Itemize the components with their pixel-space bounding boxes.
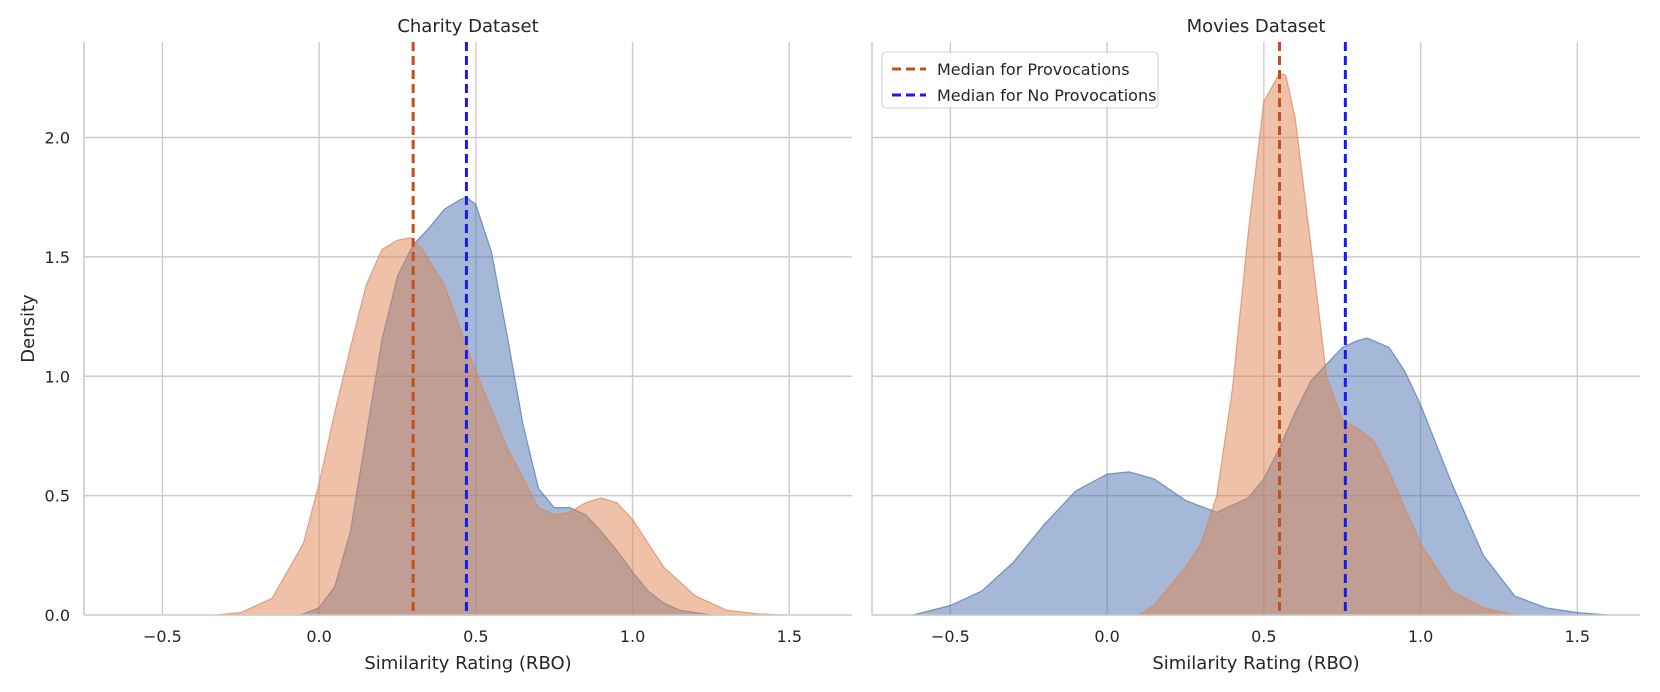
y-tick-label: 1.0 (45, 367, 70, 386)
y-tick-label: 0.0 (45, 606, 70, 625)
x-tick-label: −0.5 (931, 627, 970, 646)
chart-panel-1: −0.5 0.0 0.5 1.0 1.5 0.0 0.5 1.0 1.5 2.0 Charity D… (18, 16, 852, 674)
x-axis-label: Similarity Rating (RBO) (1152, 653, 1359, 674)
x-tick-label: 1.5 (777, 627, 802, 646)
x-tick-label: 1.5 (1565, 627, 1590, 646)
y-tick-label: 1.5 (45, 248, 70, 267)
x-tick-label: 0.0 (1094, 627, 1119, 646)
x-tick-label: 1.0 (620, 627, 645, 646)
legend-box (881, 51, 1159, 109)
y-axis-label: Density (18, 294, 39, 363)
x-axis-label: Similarity Rating (RBO) (364, 653, 571, 674)
chart-title: Movies Dataset (1187, 16, 1326, 37)
chart-panel-2: −0.5 0.0 0.5 1.0 1.5 Movies Dataset Similarity… (871, 16, 1640, 674)
chart-title: Charity Dataset (397, 16, 538, 37)
y-tick-label: 2.0 (45, 129, 70, 148)
legend-label: Median for Provocations (937, 60, 1130, 79)
density-area-provocations (215, 237, 784, 616)
y-tick-label: 0.5 (45, 487, 70, 506)
density-area-provocations (1137, 72, 1516, 616)
legend-label: Median for No Provocations (937, 86, 1156, 105)
x-tick-label: 0.5 (463, 627, 488, 646)
x-tick-label: 0.0 (306, 627, 331, 646)
x-tick-label: 0.5 (1251, 627, 1276, 646)
x-tick-label: 1.0 (1408, 627, 1433, 646)
legend: Median for Provocations Median for No Pro… (881, 51, 1159, 109)
x-tick-label: −0.5 (143, 627, 182, 646)
